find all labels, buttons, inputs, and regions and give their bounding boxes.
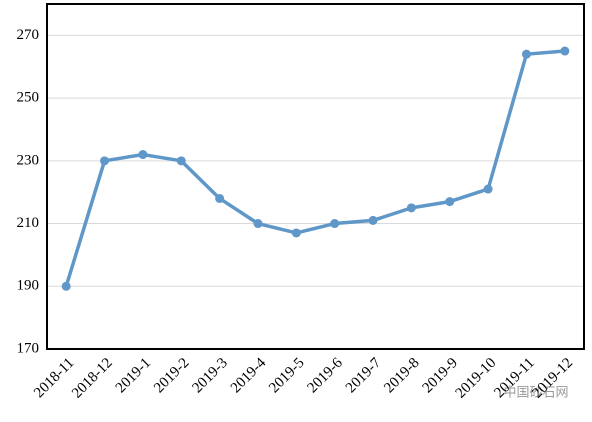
y-tick-label: 230 <box>17 152 40 168</box>
y-tick-label: 170 <box>17 340 40 356</box>
marker <box>560 46 570 56</box>
x-tick-label: 2019-10 <box>453 355 500 402</box>
x-tick-label: 2019-8 <box>381 355 422 396</box>
x-tick-label: 2019-1 <box>113 355 154 396</box>
marker <box>253 219 263 229</box>
marker <box>406 203 416 213</box>
marker <box>176 156 186 166</box>
x-tick-label: 2018-12 <box>69 355 116 402</box>
x-tick-label: 2019-3 <box>190 355 231 396</box>
x-tick-label: 2019-6 <box>305 355 347 397</box>
marker <box>291 228 301 238</box>
marker <box>445 197 455 207</box>
y-tick-label: 190 <box>17 278 40 294</box>
y-tick-label: 210 <box>17 215 40 231</box>
watermark: 中国砂石网 <box>503 386 568 401</box>
marker <box>330 219 340 229</box>
x-tick-label: 2019-2 <box>151 355 192 396</box>
x-tick-label: 2019-7 <box>343 355 385 397</box>
line <box>64 49 565 287</box>
marker <box>100 156 110 166</box>
y-tick-label: 250 <box>17 90 40 106</box>
marker <box>368 215 378 225</box>
x-tick-label: 2019-4 <box>228 355 270 397</box>
marker <box>521 49 531 59</box>
x-tick-label: 2018-11 <box>31 355 77 401</box>
marker <box>215 193 225 203</box>
plot-frame <box>46 3 585 350</box>
x-tick-label: 2019-5 <box>266 355 307 396</box>
marker <box>61 281 71 291</box>
y-tick-label: 270 <box>17 27 40 43</box>
marker <box>483 184 493 194</box>
marker <box>138 150 148 160</box>
